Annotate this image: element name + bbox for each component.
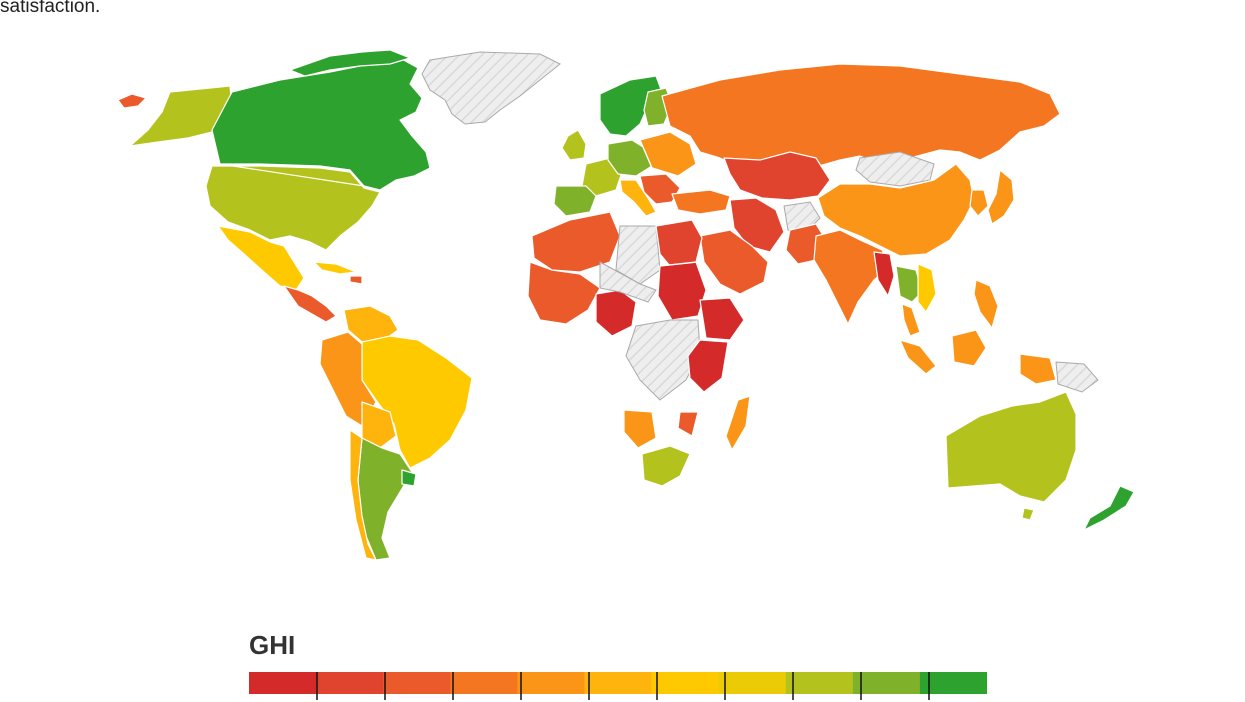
legend-swatch-0 <box>249 672 317 694</box>
region-japan[interactable] <box>987 169 1015 225</box>
legend-swatch-5 <box>584 672 653 694</box>
region-morocco-algeria[interactable] <box>531 211 621 273</box>
region-iberia[interactable] <box>553 185 597 217</box>
region-uk[interactable] <box>561 129 587 161</box>
legend-swatch-9 <box>852 672 921 694</box>
region-borneo[interactable] <box>951 329 987 367</box>
region-central-europe[interactable] <box>607 139 653 177</box>
region-vietnam[interactable] <box>917 263 937 313</box>
region-brazil[interactable] <box>361 335 473 469</box>
region-tasmania[interactable] <box>1021 507 1035 521</box>
region-venezuela[interactable] <box>343 305 399 343</box>
region-india[interactable] <box>813 229 891 325</box>
region-cuba[interactable] <box>313 261 357 275</box>
legend-swatch-2 <box>383 672 451 694</box>
region-central-asia[interactable] <box>723 151 831 201</box>
ghi-legend-bar <box>249 672 987 700</box>
region-chad-niger[interactable] <box>599 261 657 303</box>
world-map <box>117 49 1135 561</box>
region-mexico[interactable] <box>217 225 305 291</box>
region-greenland[interactable] <box>421 51 561 125</box>
legend-swatch-4 <box>517 672 585 694</box>
region-korea[interactable] <box>969 189 989 217</box>
region-haiti[interactable] <box>349 275 363 285</box>
region-bolivia[interactable] <box>361 401 397 449</box>
region-egypt[interactable] <box>655 219 703 267</box>
region-sumatra[interactable] <box>899 339 937 375</box>
region-east-africa[interactable] <box>687 339 729 393</box>
region-libya[interactable] <box>615 225 661 285</box>
region-central-america[interactable] <box>283 285 337 323</box>
region-mozambique[interactable] <box>677 411 699 437</box>
legend-swatch-3 <box>450 672 518 694</box>
legend-swatch-10 <box>919 672 987 694</box>
region-new-zealand[interactable] <box>1083 485 1135 531</box>
region-mongolia[interactable] <box>855 151 935 187</box>
region-aleutian[interactable] <box>117 93 147 109</box>
region-eastern-europe[interactable] <box>639 131 697 177</box>
region-scandinavia[interactable] <box>599 75 663 137</box>
region-madagascar[interactable] <box>725 395 751 451</box>
region-turkey[interactable] <box>671 189 731 215</box>
region-png[interactable] <box>1055 361 1099 393</box>
region-chile[interactable] <box>349 429 377 561</box>
region-usa[interactable] <box>205 165 381 251</box>
legend-swatch-1 <box>316 672 384 694</box>
region-australia[interactable] <box>945 391 1077 503</box>
legend-swatch-6 <box>651 672 720 694</box>
region-philippines[interactable] <box>973 279 999 329</box>
region-thailand[interactable] <box>895 265 923 303</box>
legend-swatch-7 <box>718 672 787 694</box>
caption-text: satisfaction. <box>0 0 101 17</box>
region-angola[interactable] <box>623 409 657 449</box>
region-arabia[interactable] <box>699 229 769 295</box>
legend-title: GHI <box>249 630 296 660</box>
region-myanmar[interactable] <box>873 251 895 297</box>
legend-swatch-8 <box>785 672 854 694</box>
region-iran[interactable] <box>729 197 785 253</box>
region-central-africa[interactable] <box>625 319 701 401</box>
region-uruguay[interactable] <box>401 469 417 487</box>
region-west-africa[interactable] <box>527 261 601 325</box>
region-sudan[interactable] <box>657 261 707 321</box>
region-south-africa[interactable] <box>641 445 691 487</box>
region-canada-islands[interactable] <box>289 49 411 77</box>
region-balkans[interactable] <box>639 173 681 205</box>
region-malaysia-peninsula[interactable] <box>901 303 921 337</box>
region-nigeria[interactable] <box>595 289 637 337</box>
region-ethiopia[interactable] <box>699 297 745 341</box>
region-italy[interactable] <box>619 179 657 217</box>
region-china[interactable] <box>817 163 975 257</box>
region-sulawesi-newguinea[interactable] <box>1019 353 1057 385</box>
